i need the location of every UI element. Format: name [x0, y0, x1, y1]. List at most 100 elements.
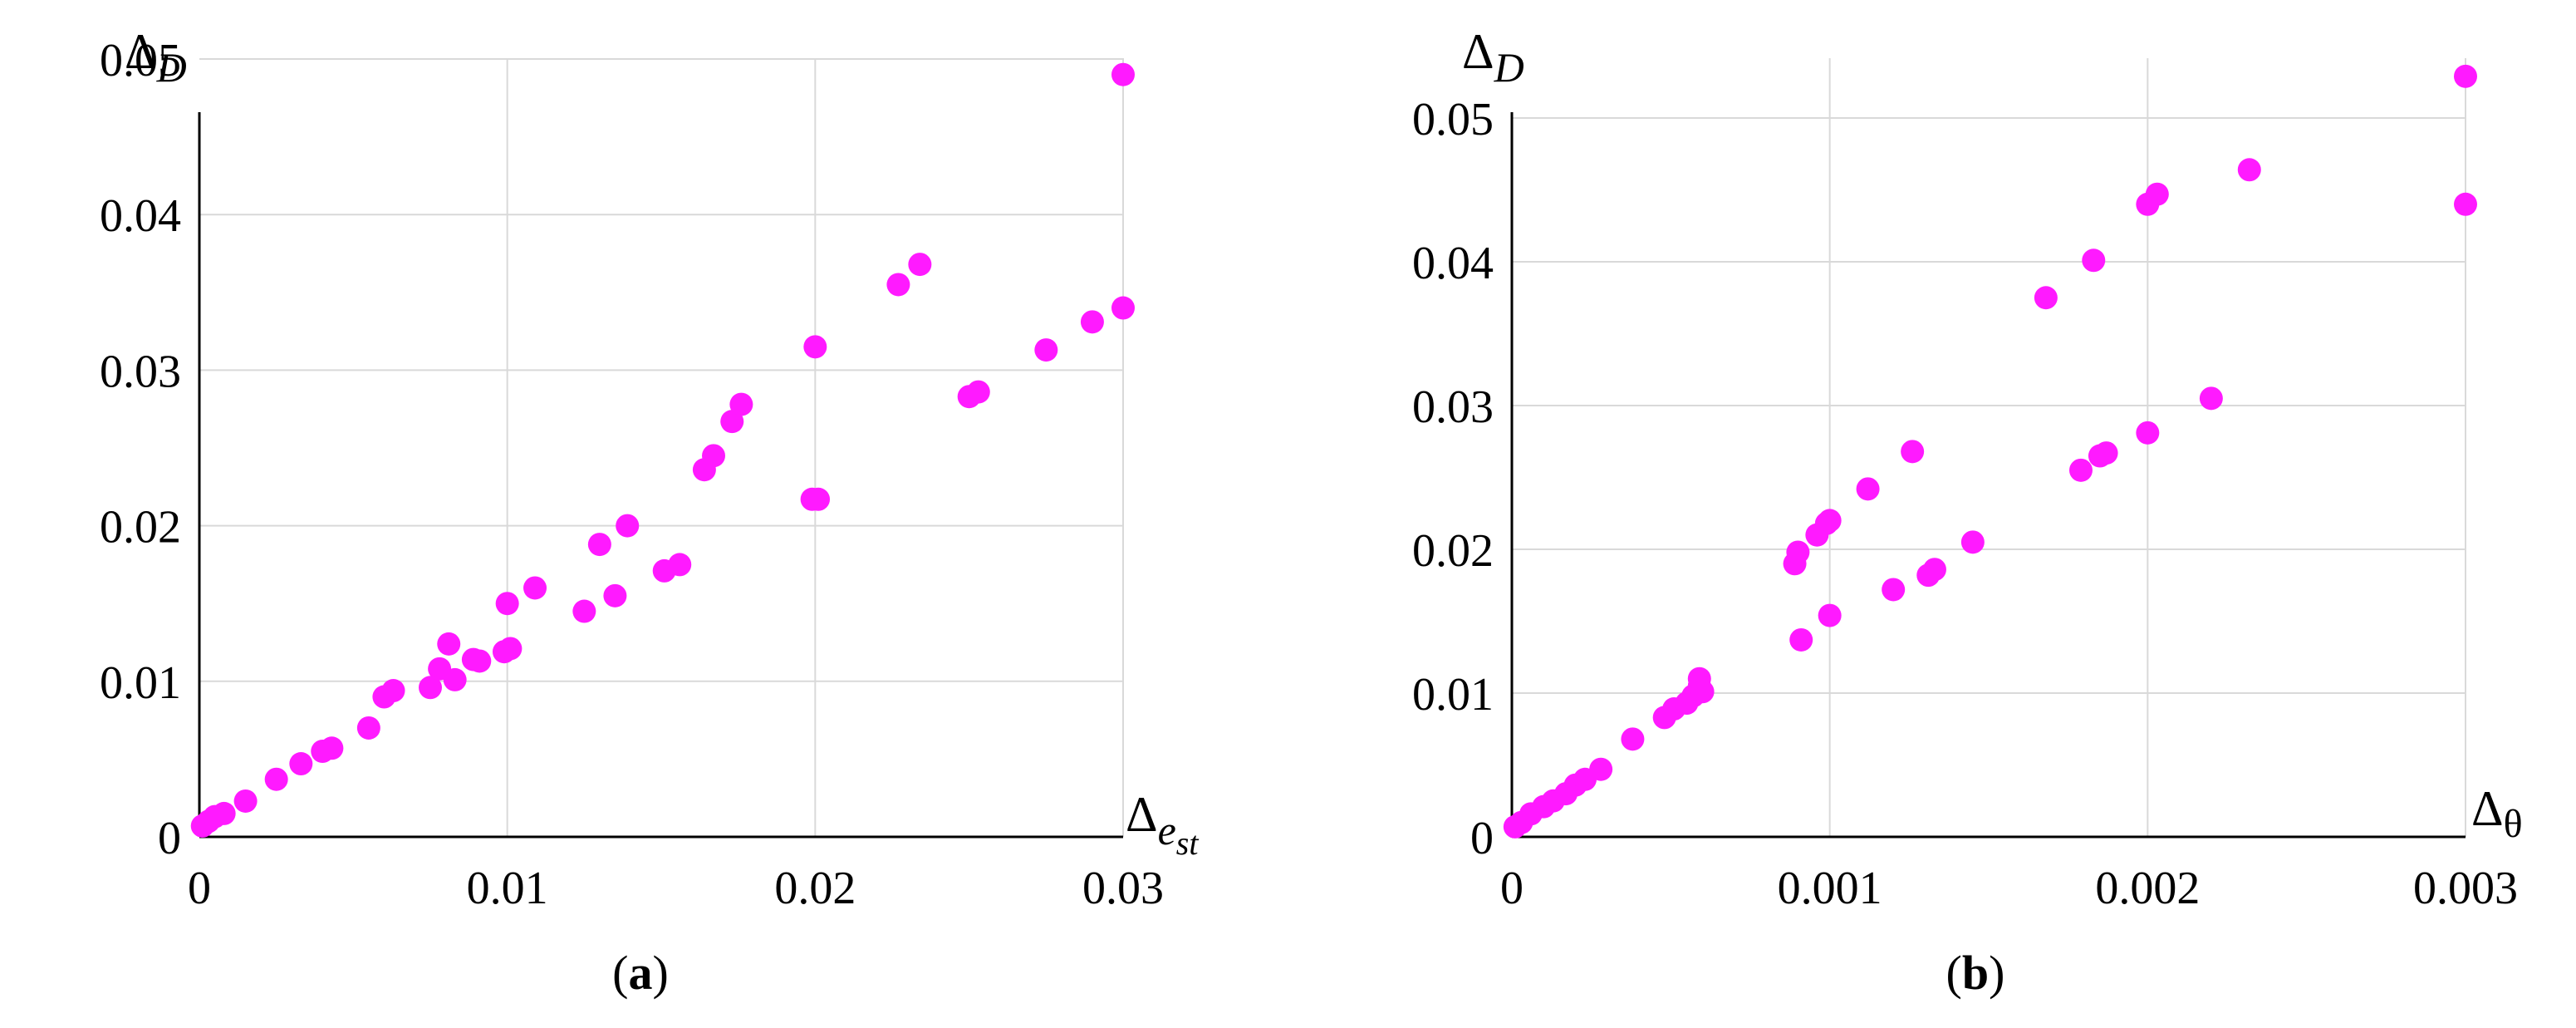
data-point-b: [1690, 680, 1715, 704]
y-axis-label-main: Δ: [1462, 24, 1494, 79]
data-point-b: [1786, 540, 1810, 564]
data-point-a: [437, 632, 461, 656]
x-tick-label-b: 0.002: [2095, 863, 2200, 914]
data-point-a: [523, 576, 547, 600]
data-point-b: [1818, 509, 1842, 533]
data-point-b: [1882, 578, 1906, 602]
x-axis-label-b: Δθ: [2471, 781, 2523, 846]
data-point-a: [289, 752, 313, 776]
y-tick-label-b: 0.05: [1412, 94, 1494, 145]
data-point-b: [2082, 248, 2106, 273]
x-tick-labels-b: 0 0.001 0.002 0.003: [1500, 863, 2518, 914]
data-point-a: [668, 553, 692, 577]
data-point-b: [1589, 757, 1613, 781]
y-axis-label-subscript: D: [156, 44, 187, 91]
x-axis-label-main: Δ: [1126, 787, 1158, 842]
data-point-a: [572, 599, 596, 623]
subplot-label-a: (a): [612, 946, 669, 1000]
chart-panel-b: 0 0.001 0.002 0.003 0 0.01 0.02 0.03 0.04 0.05 Δ…: [1412, 24, 2523, 1000]
data-point-a: [966, 380, 990, 404]
data-point-a: [587, 533, 611, 557]
x-axis-label-a: Δest: [1126, 787, 1199, 862]
y-axis-label-a: ΔD: [125, 24, 187, 91]
data-points-a: [190, 62, 1135, 838]
data-point-b: [1901, 440, 1925, 464]
data-point-a: [886, 273, 910, 297]
data-point-b: [1818, 603, 1842, 627]
data-point-b: [1621, 727, 1645, 751]
data-point-a: [381, 679, 405, 703]
data-point-a: [264, 767, 288, 791]
data-point-a: [729, 392, 753, 416]
data-point-a: [212, 801, 236, 825]
y-tick-label-a: 0.02: [100, 502, 181, 553]
y-tick-label-a: 0.01: [100, 657, 181, 709]
data-point-b: [2454, 64, 2477, 88]
x-tick-labels-a: 0 0.01 0.02 0.03: [188, 863, 1164, 914]
data-point-b: [2199, 386, 2223, 411]
data-point-b: [1922, 558, 1946, 582]
data-point-b: [2136, 421, 2160, 445]
y-tick-label-a: 0.04: [100, 190, 181, 242]
data-point-a: [1080, 310, 1104, 334]
y-tick-labels-b: 0 0.01 0.02 0.03 0.04 0.05: [1412, 94, 1494, 864]
data-point-a: [1034, 338, 1058, 362]
data-point-a: [419, 676, 442, 700]
data-point-a: [616, 514, 640, 538]
data-point-a: [908, 253, 932, 277]
x-tick-label-a: 0.03: [1082, 863, 1164, 914]
x-axis-label-subscript: e: [1158, 807, 1176, 853]
x-tick-label-b: 0.001: [1778, 863, 1882, 914]
y-tick-label-b: 0.04: [1412, 238, 1494, 289]
data-point-b: [2034, 286, 2058, 310]
data-point-b: [1856, 477, 1880, 501]
subplot-letter-b: b: [1962, 946, 1989, 1000]
x-tick-label-b: 0: [1500, 863, 1524, 914]
y-axis-label-subscript: D: [1494, 44, 1524, 91]
data-point-b: [2094, 441, 2118, 465]
y-tick-label-a: 0.05: [100, 35, 181, 86]
data-point-b: [1960, 530, 1985, 554]
y-tick-label-b: 0.03: [1412, 381, 1494, 433]
x-tick-label-b: 0.003: [2413, 863, 2518, 914]
x-axis-label-subscript: θ: [2504, 802, 2523, 846]
x-tick-label-a: 0: [188, 863, 211, 914]
data-point-b: [2454, 192, 2477, 216]
subplot-letter-a: a: [629, 946, 653, 1000]
data-point-b: [1789, 627, 1813, 652]
data-point-a: [807, 487, 831, 511]
data-point-a: [702, 444, 726, 468]
chart-panel-a: 0 0.01 0.02 0.03 00.010.020.030.040.05 ΔD Δ…: [100, 24, 1199, 1000]
y-tick-labels-a: 0 0.01 0.02 0.03 0.04 0.05: [100, 35, 181, 864]
y-axis-label-main: Δ: [125, 24, 157, 79]
grid-b: [1512, 58, 2466, 837]
y-tick-label-b: 0: [1470, 813, 1494, 864]
data-point-b: [2068, 458, 2093, 482]
data-points-b: [1503, 64, 2477, 839]
data-point-a: [603, 583, 627, 607]
y-axis-label-b: ΔD: [1462, 24, 1524, 91]
data-point-a: [1111, 62, 1135, 86]
data-point-b: [2145, 182, 2169, 206]
data-point-a: [356, 716, 380, 740]
data-point-a: [233, 789, 258, 813]
data-point-a: [498, 637, 523, 661]
data-point-a: [468, 649, 492, 673]
y-tick-label-a: 0.03: [100, 346, 181, 397]
data-point-a: [720, 410, 744, 434]
y-tick-label-a: 0: [158, 813, 181, 864]
data-point-b: [2237, 158, 2261, 182]
y-tick-label-b: 0.01: [1412, 669, 1494, 721]
data-point-a: [495, 592, 519, 616]
data-point-a: [803, 335, 827, 359]
y-tick-label-b: 0.02: [1412, 525, 1494, 577]
x-tick-label-a: 0.01: [467, 863, 548, 914]
data-point-a: [320, 736, 344, 760]
x-tick-label-a: 0.02: [774, 863, 856, 914]
data-point-a: [1111, 296, 1135, 320]
data-point-a: [443, 667, 467, 691]
x-axis-label-main: Δ: [2471, 781, 2504, 836]
subplot-label-b: (b): [1946, 946, 2005, 1000]
grid-a: [199, 58, 1124, 837]
